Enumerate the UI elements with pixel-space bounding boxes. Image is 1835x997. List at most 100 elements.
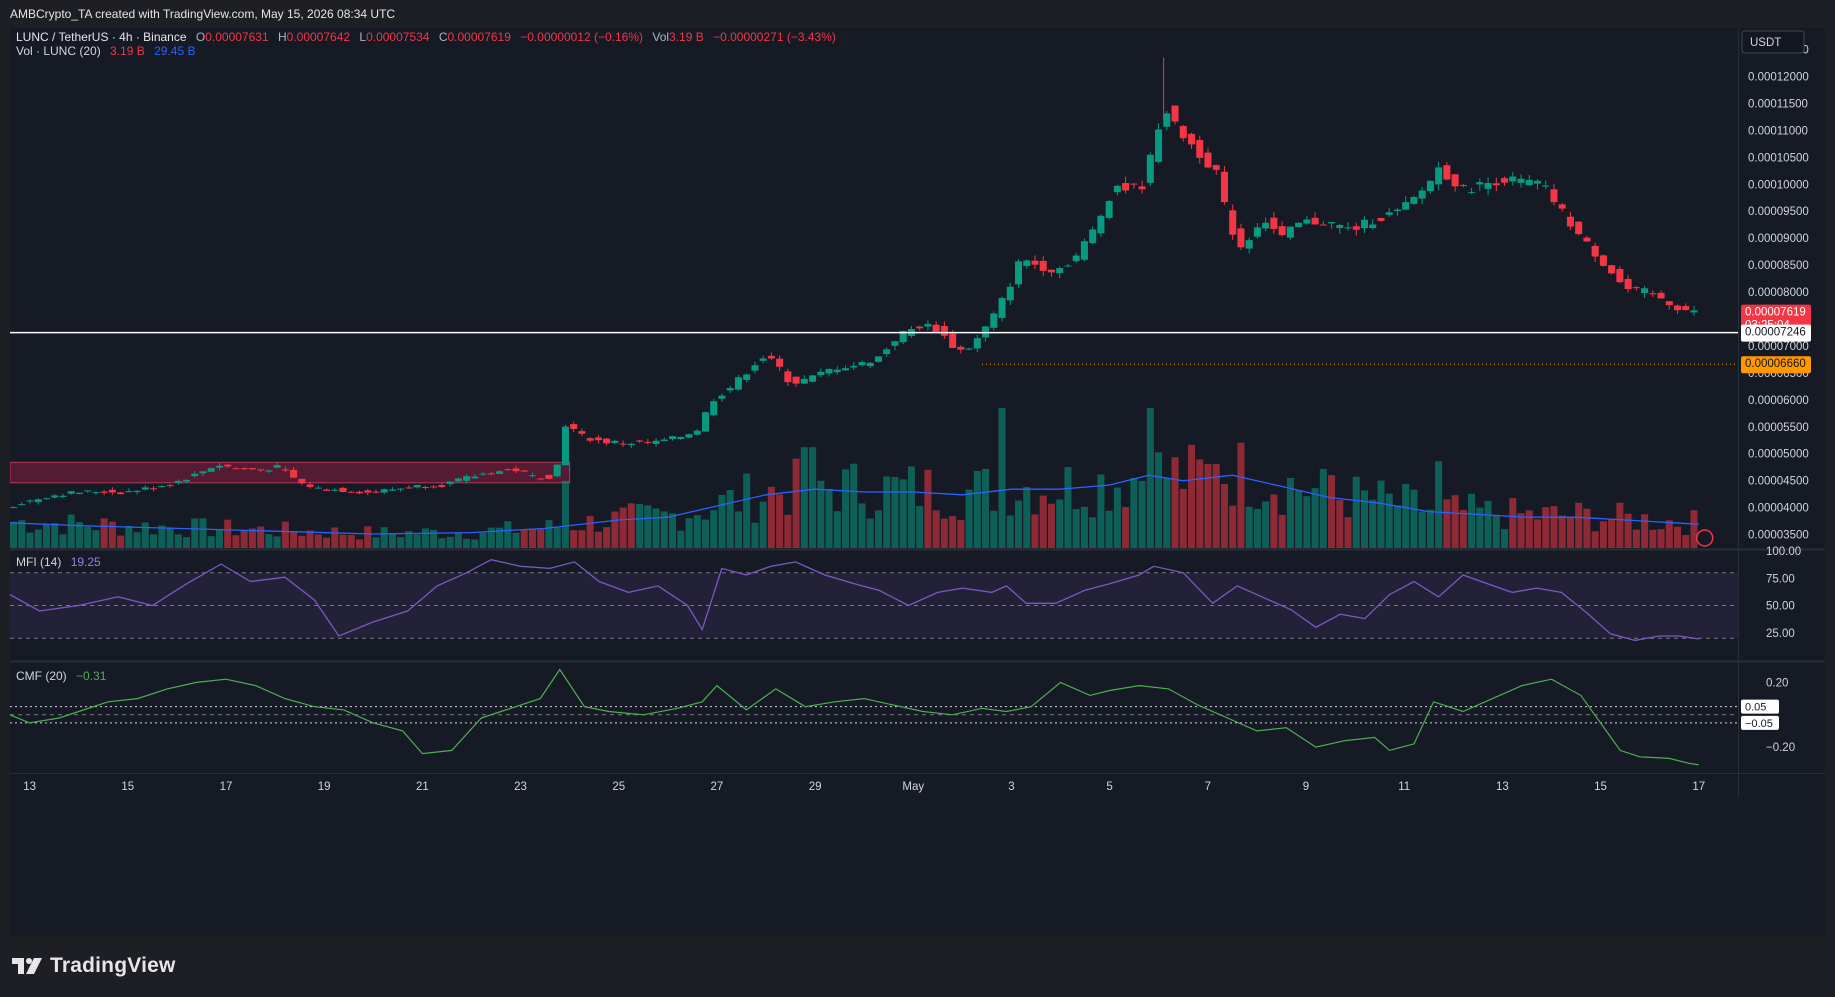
candle-body — [1089, 229, 1097, 244]
chart-canvas[interactable]: 0.000125000.000120000.000115000.00011000… — [10, 28, 1825, 936]
candle-body — [660, 439, 668, 442]
volume-bar — [619, 507, 627, 548]
candle-body — [67, 491, 75, 494]
volume-bar — [809, 447, 817, 548]
tradingview-logo[interactable]: TradingView — [12, 954, 176, 978]
volume-bar — [1204, 464, 1212, 548]
high-value: 0.00007642 — [286, 30, 351, 44]
volume-bar — [10, 521, 18, 548]
time-tick-label: 23 — [514, 781, 527, 793]
cmf-level-badge-bg — [1741, 715, 1779, 730]
candle-body — [850, 365, 858, 368]
volume-bar — [1583, 508, 1591, 548]
volume-bar — [240, 530, 248, 548]
candle-body — [1410, 197, 1418, 204]
candle-body — [306, 484, 314, 488]
candle-body — [174, 480, 182, 483]
price-tick-label: 0.00010500 — [1748, 152, 1809, 164]
volume-study-label[interactable]: Vol · LUNC (20) — [16, 44, 101, 58]
volume-bar — [125, 525, 133, 548]
volume-bar — [1410, 489, 1418, 548]
candle-body — [1146, 154, 1154, 183]
volume-bar — [776, 494, 784, 548]
price-tick-label: 0.00011500 — [1748, 98, 1808, 110]
candle-body — [611, 440, 619, 443]
volume-bar — [973, 470, 981, 548]
candle-body — [1344, 227, 1352, 229]
volume-bar — [158, 525, 166, 548]
volume-bar — [1286, 477, 1294, 548]
volume-bar — [982, 468, 990, 548]
volume-bar — [767, 486, 775, 548]
volume-bar — [685, 518, 693, 548]
candle-body — [133, 490, 141, 493]
volume-bar — [174, 534, 182, 548]
symbol-label[interactable]: LUNC / TetherUS · 4h · Binance — [16, 30, 187, 44]
candle-body — [207, 468, 215, 472]
candle-body — [355, 491, 364, 494]
volume-bar — [1006, 515, 1014, 548]
candle-body — [1641, 288, 1649, 294]
volume-bar — [199, 518, 207, 548]
candle-body — [1295, 222, 1303, 228]
candle-body — [380, 489, 388, 493]
candle-body — [100, 491, 108, 493]
price-tick-label: 0.00008500 — [1748, 260, 1809, 272]
volume-bar — [1278, 514, 1286, 548]
candle-body — [421, 487, 429, 489]
price-tick-label: 0.00011000 — [1748, 125, 1808, 137]
tradingview-logo-text: TradingView — [50, 954, 176, 977]
candle-body — [1583, 237, 1591, 242]
level-badge-text: 0.00007246 — [1745, 327, 1806, 339]
mfi-label[interactable]: MFI (14) — [16, 555, 62, 569]
candle-body — [1435, 167, 1443, 185]
candle-body — [1023, 260, 1031, 267]
volume-bar — [718, 494, 726, 548]
volume-bar — [133, 532, 141, 548]
candle-body — [1591, 245, 1599, 257]
volume-bar — [51, 523, 59, 548]
volume-bar — [1558, 515, 1566, 548]
volume-bar — [438, 538, 446, 548]
price-tick-label: 0.00005500 — [1748, 422, 1809, 434]
candle-body — [1426, 180, 1434, 192]
candle-body — [1072, 255, 1080, 262]
time-tick-label: 5 — [1106, 781, 1112, 793]
volume-bar — [446, 536, 454, 548]
volume-bar — [1187, 444, 1196, 548]
volume-bar — [940, 518, 948, 548]
volume-bar — [866, 518, 874, 548]
volume-bar — [1212, 464, 1220, 548]
candle-body — [1657, 292, 1665, 299]
mfi-tick-label: 100.00 — [1766, 546, 1801, 558]
candle-body — [314, 487, 322, 489]
volume-bar — [924, 469, 932, 548]
candle-body — [1624, 278, 1632, 290]
volume-bar — [1113, 487, 1121, 548]
low-key: L — [359, 30, 367, 44]
cmf-label[interactable]: CMF (20) — [16, 669, 67, 683]
volume-bar — [1023, 487, 1031, 548]
chart-frame[interactable]: 0.000125000.000120000.000115000.00011000… — [10, 28, 1825, 936]
volume-bar — [1657, 529, 1665, 548]
candle-body — [158, 486, 166, 488]
volume-bar — [850, 463, 858, 548]
candle-body — [537, 478, 545, 480]
candle-body — [405, 487, 413, 489]
candle-body — [1682, 306, 1690, 311]
volume-bar — [710, 510, 718, 548]
volume-bar — [1690, 510, 1698, 548]
time-tick-label: 19 — [318, 781, 331, 793]
candle-body — [1352, 226, 1360, 230]
volume-bar — [18, 520, 26, 548]
volume-bar — [1426, 509, 1434, 548]
candle-body — [323, 489, 331, 491]
candle-body — [553, 464, 561, 477]
volume-bar — [224, 519, 232, 548]
candle-body — [1253, 227, 1261, 237]
volume-bar — [413, 534, 421, 548]
candle-body — [290, 469, 298, 478]
volume-bar — [1056, 499, 1064, 548]
level-badge-bg — [1741, 324, 1811, 342]
candle-body — [817, 371, 825, 376]
